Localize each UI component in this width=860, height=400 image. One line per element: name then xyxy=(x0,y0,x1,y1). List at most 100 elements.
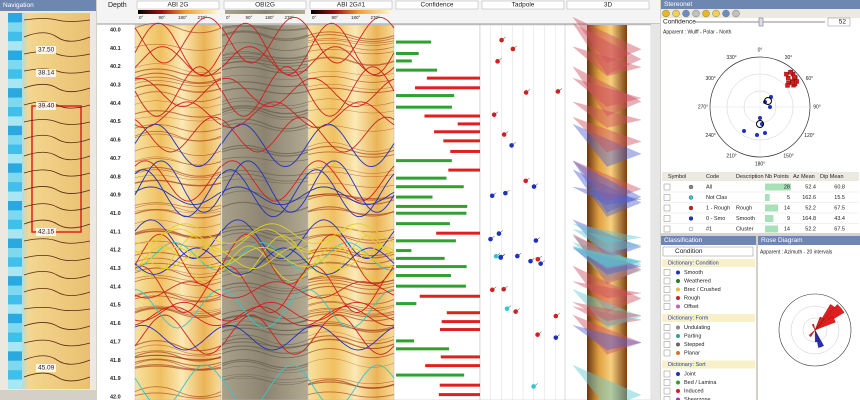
row-symbol xyxy=(688,205,694,211)
plane-wedge xyxy=(572,46,642,77)
table-column-header: Symbol xyxy=(668,174,686,180)
tadpole xyxy=(503,190,508,196)
image-texture xyxy=(134,354,222,361)
toolbar-button[interactable] xyxy=(722,9,730,18)
image-texture xyxy=(307,311,395,318)
nav-depth-bg xyxy=(36,69,56,77)
nav-color-cell xyxy=(8,210,22,220)
confidence-bar xyxy=(439,328,480,332)
confidence-bar xyxy=(426,76,480,80)
toolbar-button[interactable] xyxy=(702,9,710,18)
item-checkbox[interactable] xyxy=(663,349,671,357)
item-label: Stepped xyxy=(684,342,705,348)
toolbar-button[interactable] xyxy=(732,9,740,18)
image-texture xyxy=(307,338,395,349)
item-checkbox[interactable] xyxy=(663,286,671,293)
plane-wedge xyxy=(572,364,642,400)
depth-header: Depth xyxy=(108,2,127,9)
row-nb-points: 9 xyxy=(787,216,790,222)
row-code: #1 xyxy=(706,226,712,232)
toolbar-button[interactable] xyxy=(692,9,700,18)
item-checkbox[interactable] xyxy=(663,277,671,285)
track-name: OBI2G xyxy=(255,2,275,9)
sinusoid xyxy=(307,247,395,268)
pole-rough xyxy=(785,83,790,88)
toolbar-button[interactable] xyxy=(682,9,690,18)
group-header xyxy=(662,259,755,267)
row-checkbox[interactable] xyxy=(663,204,671,212)
item-checkbox[interactable] xyxy=(663,396,671,400)
depth-label: 40.3 xyxy=(110,83,121,89)
row-checkbox[interactable] xyxy=(663,225,671,233)
sinusoid xyxy=(307,247,395,275)
item-checkbox[interactable] xyxy=(663,294,671,302)
scrollbar[interactable] xyxy=(651,24,660,400)
track-header-bar xyxy=(136,0,220,10)
sinusoid xyxy=(134,246,222,269)
image-texture xyxy=(307,182,395,188)
nav-color-cell xyxy=(8,116,22,126)
sinusoid xyxy=(135,228,222,253)
item-checkbox[interactable] xyxy=(663,332,671,340)
item-checkbox[interactable] xyxy=(663,324,671,331)
item-checkbox[interactable] xyxy=(663,387,671,395)
row-checkbox[interactable] xyxy=(663,183,671,191)
item-label: Planar xyxy=(684,350,700,356)
sinusoid xyxy=(221,306,309,327)
track-scale-label: 90° xyxy=(159,15,166,20)
toolbar-button[interactable] xyxy=(672,9,680,18)
image-texture xyxy=(221,286,309,295)
rose-title-bar xyxy=(758,236,860,245)
plane-wedge xyxy=(572,160,642,202)
rose-petal xyxy=(814,329,824,348)
row-az-mean: 162.6 xyxy=(802,195,816,201)
item-checkbox[interactable] xyxy=(663,370,671,378)
toolbar-button[interactable] xyxy=(662,9,670,18)
group-title: Dictionary: Sort xyxy=(668,362,706,368)
slider-label: Confidence xyxy=(663,19,696,26)
track-header-bar xyxy=(223,0,307,10)
track-scale-label: 270° xyxy=(285,15,295,20)
item-checkbox[interactable] xyxy=(663,303,671,310)
row-checkbox[interactable] xyxy=(663,215,671,222)
classification-dropdown[interactable] xyxy=(662,246,754,257)
sinusoid xyxy=(221,123,309,168)
nav-trace xyxy=(23,254,91,262)
nav-color-cell xyxy=(8,88,22,98)
row-dip-mean: 60.8 xyxy=(834,184,845,190)
confidence-bar xyxy=(396,284,466,288)
item-checkbox[interactable] xyxy=(663,269,671,276)
image-texture xyxy=(307,31,395,40)
track-header-bar xyxy=(566,0,650,10)
nav-depth-label: 38.14 xyxy=(38,70,55,77)
nav-color-cell xyxy=(8,323,22,333)
sinusoid xyxy=(307,223,395,244)
sinusoid xyxy=(221,77,309,108)
image-texture xyxy=(307,335,395,345)
nav-color-cell xyxy=(8,60,22,70)
sinusoid xyxy=(307,306,395,327)
row-nb-points: 5 xyxy=(787,195,790,201)
sinusoid xyxy=(307,186,395,206)
nav-trace xyxy=(23,288,91,296)
item-swatch xyxy=(676,279,680,283)
row-checkbox[interactable] xyxy=(663,194,671,201)
confidence-bar xyxy=(425,364,480,368)
nav-color-cell xyxy=(8,342,22,352)
item-checkbox[interactable] xyxy=(663,379,671,386)
slider-thumb[interactable] xyxy=(758,17,764,27)
image-texture xyxy=(134,305,222,312)
image-texture xyxy=(307,56,395,66)
image-texture xyxy=(307,309,395,316)
confidence-bar xyxy=(396,249,412,253)
nav-trace xyxy=(23,101,91,109)
nav-depth-bg xyxy=(36,46,56,54)
toolbar-button[interactable] xyxy=(712,9,720,18)
pole-rough xyxy=(785,76,791,81)
pole-smooth xyxy=(768,105,772,109)
item-swatch xyxy=(676,334,680,338)
slider-box[interactable] xyxy=(827,17,851,27)
nav-color-cell xyxy=(8,295,22,305)
item-checkbox[interactable] xyxy=(663,341,671,348)
nav-tabs xyxy=(0,390,96,400)
